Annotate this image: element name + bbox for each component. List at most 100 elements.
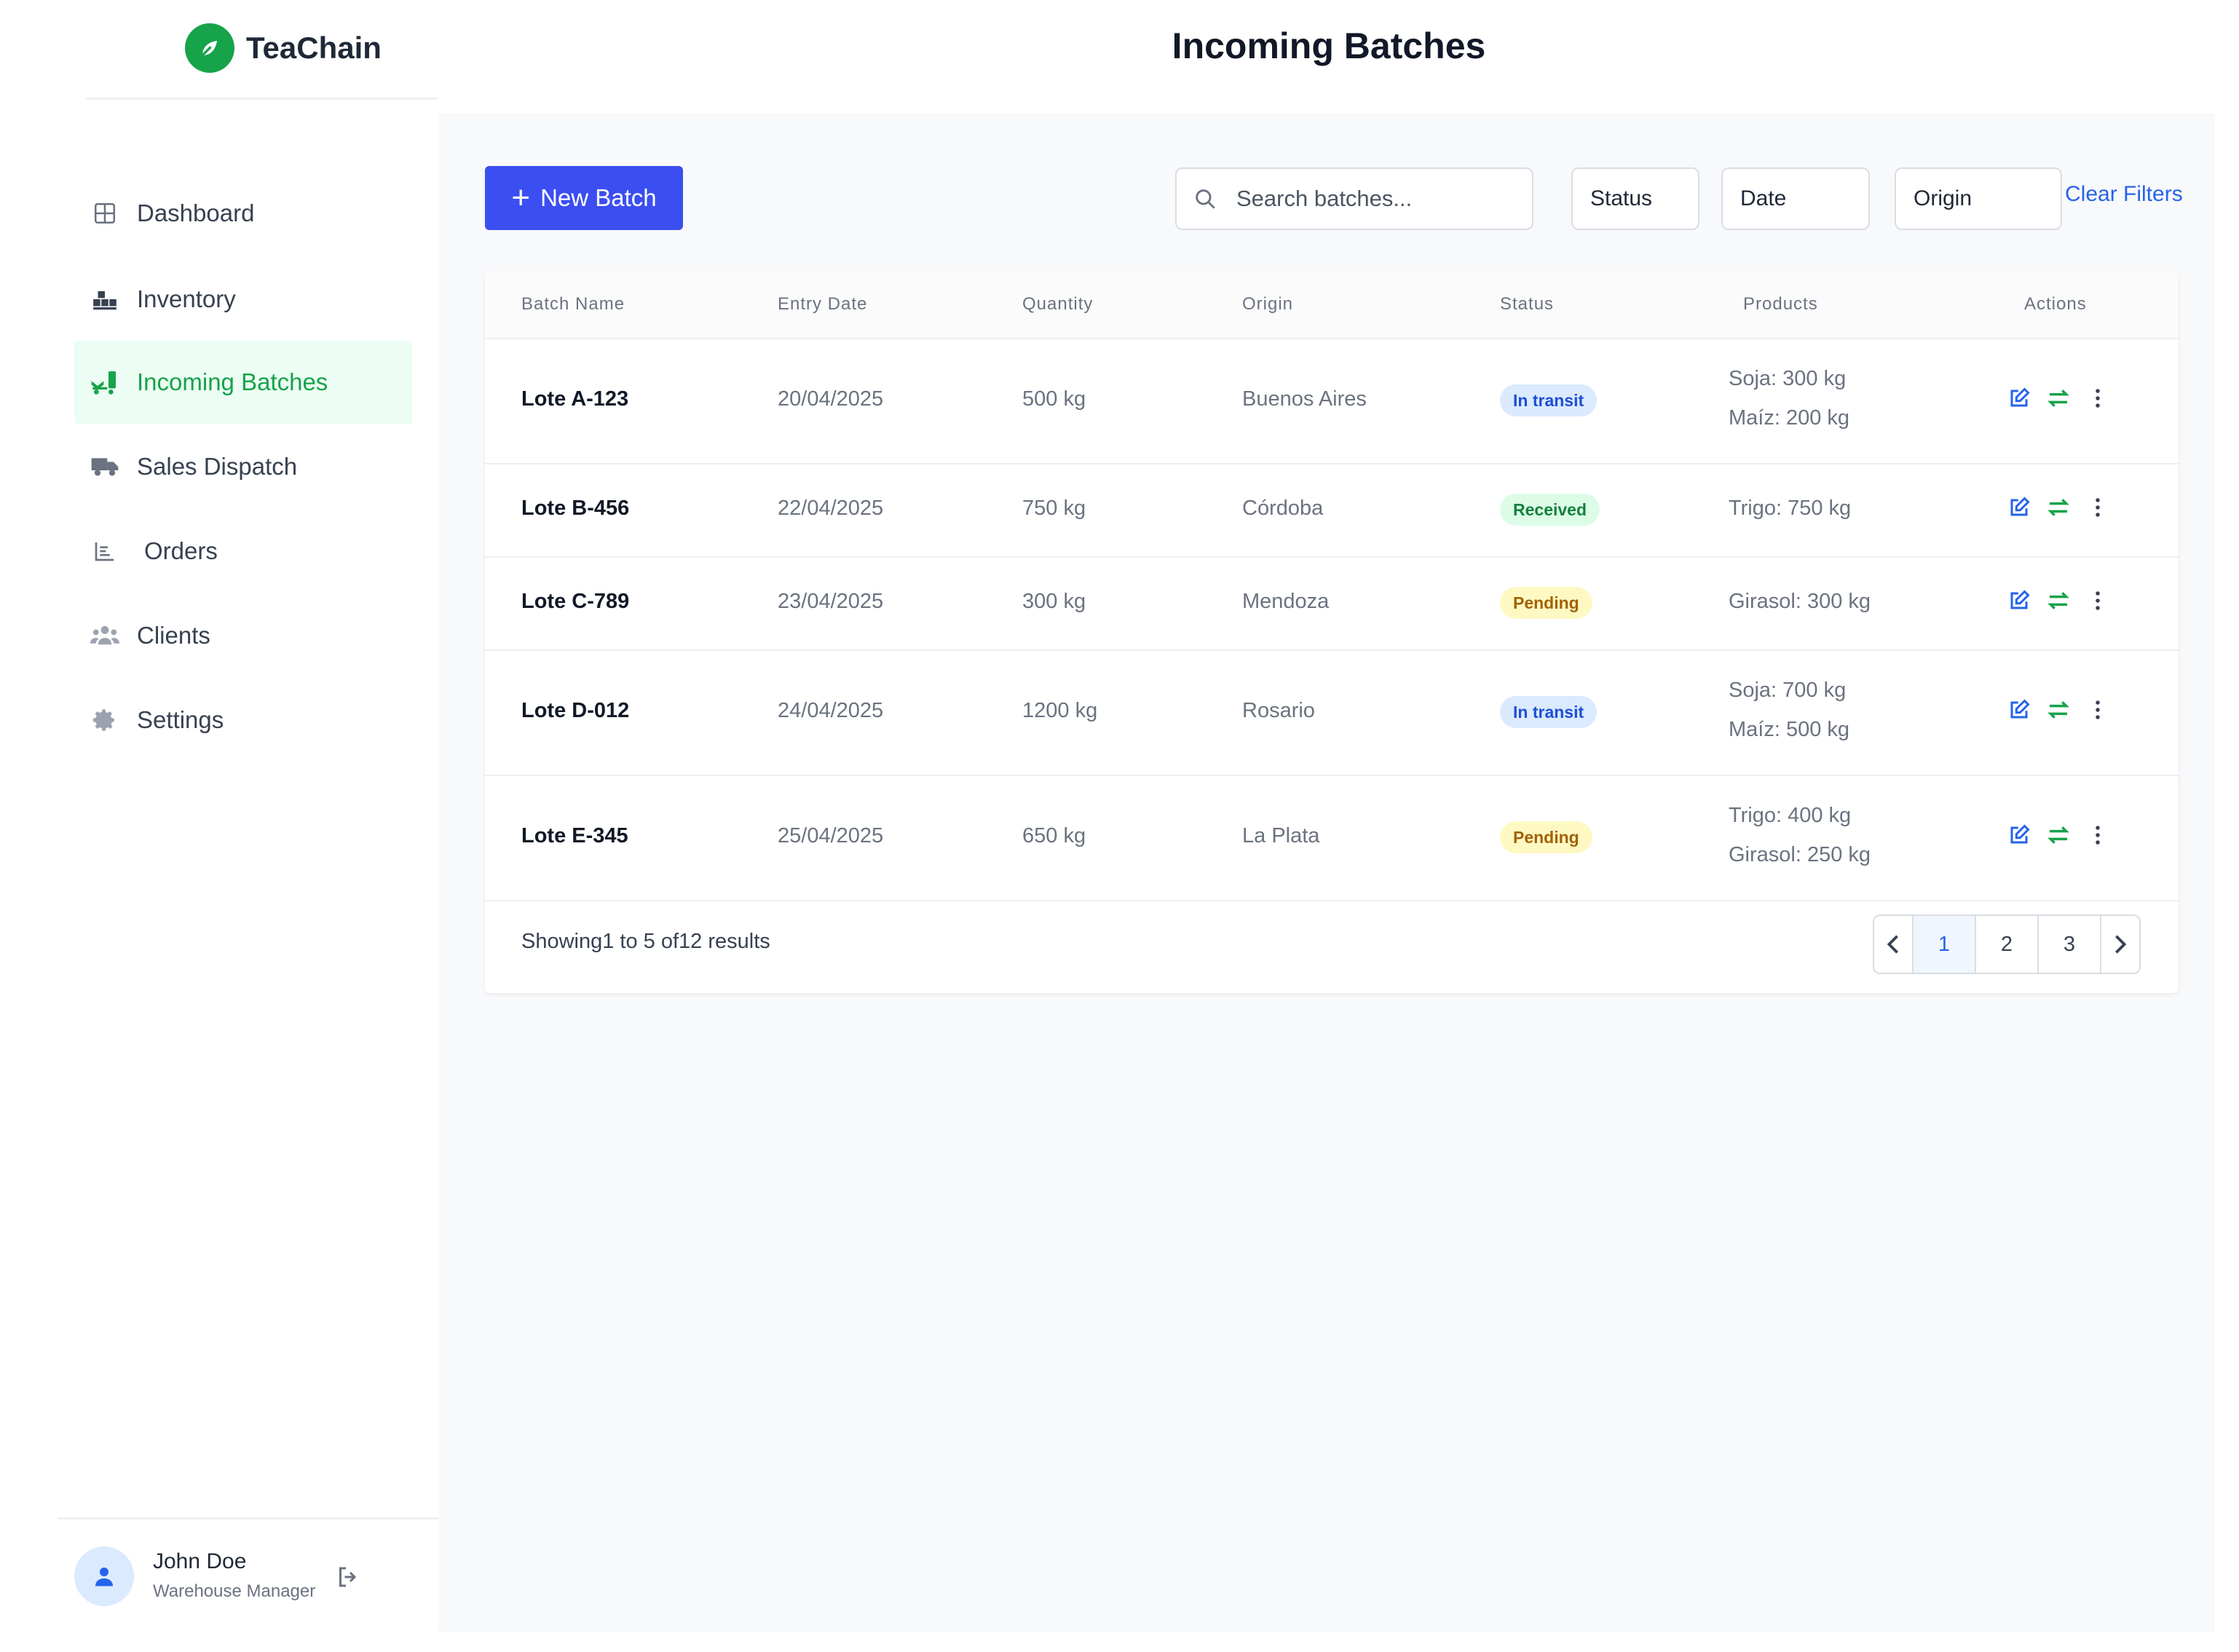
product-line: Trigo: 400 kg bbox=[1729, 804, 1852, 827]
quantity: 300 kg bbox=[1022, 590, 1086, 613]
user-role: Warehouse Manager bbox=[153, 1581, 316, 1601]
logout-icon[interactable] bbox=[335, 1564, 364, 1593]
origin: Buenos Aires bbox=[1242, 387, 1367, 411]
search-icon bbox=[1193, 186, 1217, 211]
transfer-icon[interactable] bbox=[2046, 495, 2071, 520]
edit-icon[interactable] bbox=[2007, 386, 2031, 411]
chevron-right-icon bbox=[2115, 935, 2127, 954]
table-row[interactable]: Lote B-456 22/04/2025 750 kg Córdoba Rec… bbox=[485, 463, 2179, 558]
column-header-quantity[interactable]: Quantity bbox=[1022, 294, 1094, 314]
batch-name[interactable]: Lote B-456 bbox=[521, 497, 630, 520]
edit-icon[interactable] bbox=[2007, 495, 2031, 520]
sidebar-item-clients[interactable]: Clients bbox=[74, 594, 412, 677]
product-line: Soja: 300 kg bbox=[1729, 367, 1847, 390]
transfer-icon[interactable] bbox=[2046, 823, 2071, 847]
leaf-logo-icon bbox=[185, 23, 234, 73]
sidebar-item-sales-dispatch[interactable]: Sales Dispatch bbox=[74, 425, 412, 508]
transfer-icon[interactable] bbox=[2046, 697, 2071, 722]
more-vertical-icon[interactable] bbox=[2085, 386, 2110, 411]
table-row[interactable]: Lote D-012 24/04/2025 1200 kg Rosario In… bbox=[485, 649, 2179, 776]
quantity: 1200 kg bbox=[1022, 699, 1098, 722]
search-box[interactable] bbox=[1175, 167, 1533, 230]
product-line: Maíz: 200 kg bbox=[1729, 406, 1850, 430]
table-row[interactable]: Lote E-345 25/04/2025 650 kg La Plata Pe… bbox=[485, 775, 2179, 901]
batches-table: Batch Name Entry Date Quantity Origin St… bbox=[485, 271, 2179, 993]
product-line: Girasol: 250 kg bbox=[1729, 843, 1871, 866]
table-header: Batch Name Entry Date Quantity Origin St… bbox=[485, 271, 2179, 339]
transfer-icon[interactable] bbox=[2046, 588, 2071, 613]
origin: Córdoba bbox=[1242, 497, 1324, 520]
more-vertical-icon[interactable] bbox=[2085, 823, 2110, 847]
page-button[interactable]: 2 bbox=[1976, 916, 2039, 973]
avatar[interactable] bbox=[74, 1546, 134, 1606]
row-actions bbox=[2007, 697, 2125, 722]
clear-filters-link[interactable]: Clear Filters bbox=[2065, 182, 2183, 206]
brand-divider bbox=[86, 98, 438, 100]
batch-name[interactable]: Lote E-345 bbox=[521, 824, 628, 847]
sidebar-item-label: Incoming Batches bbox=[137, 368, 328, 395]
boxes-icon bbox=[90, 285, 119, 314]
table-row[interactable]: Lote A-123 20/04/2025 500 kg Buenos Aire… bbox=[485, 338, 2179, 465]
prev-page-button[interactable] bbox=[1874, 916, 1914, 973]
row-actions bbox=[2007, 495, 2125, 520]
quantity: 650 kg bbox=[1022, 824, 1086, 847]
edit-icon[interactable] bbox=[2007, 588, 2031, 613]
more-vertical-icon[interactable] bbox=[2085, 495, 2110, 520]
entry-date: 23/04/2025 bbox=[778, 590, 884, 613]
app-name: TeaChain bbox=[246, 31, 382, 65]
page-title: Incoming Batches bbox=[1172, 25, 1486, 66]
column-header-entry-date[interactable]: Entry Date bbox=[778, 294, 868, 314]
users-icon bbox=[90, 621, 119, 650]
new-batch-button[interactable]: + New Batch bbox=[485, 166, 683, 230]
status-filter[interactable]: Status bbox=[1571, 167, 1699, 230]
sidebar-item-settings[interactable]: Settings bbox=[74, 679, 412, 762]
entry-date: 25/04/2025 bbox=[778, 824, 884, 847]
edit-icon[interactable] bbox=[2007, 823, 2031, 847]
entry-date: 22/04/2025 bbox=[778, 497, 884, 520]
sidebar-item-incoming-batches[interactable]: Incoming Batches bbox=[74, 341, 412, 424]
entry-date: 24/04/2025 bbox=[778, 699, 884, 722]
search-input[interactable] bbox=[1235, 185, 1515, 213]
quantity: 500 kg bbox=[1022, 387, 1086, 411]
column-header-products[interactable]: Products bbox=[1743, 294, 1818, 314]
edit-icon[interactable] bbox=[2007, 697, 2031, 722]
brand[interactable]: TeaChain bbox=[185, 20, 382, 76]
chevron-left-icon bbox=[1887, 935, 1898, 954]
status-badge: In transit bbox=[1500, 384, 1598, 416]
user-icon bbox=[95, 1568, 113, 1586]
page-button[interactable]: 1 bbox=[1914, 916, 1976, 973]
sidebar-item-label: Sales Dispatch bbox=[137, 453, 298, 480]
truck-icon bbox=[90, 452, 119, 481]
sidebar-bottom-divider bbox=[58, 1517, 438, 1519]
next-page-button[interactable] bbox=[2101, 916, 2139, 973]
column-header-status[interactable]: Status bbox=[1500, 294, 1555, 314]
date-filter[interactable]: Date bbox=[1721, 167, 1870, 230]
origin: Mendoza bbox=[1242, 590, 1330, 613]
user-name: John Doe bbox=[153, 1549, 247, 1573]
product-line: Maíz: 500 kg bbox=[1729, 718, 1850, 741]
status-badge: Received bbox=[1500, 494, 1600, 526]
sidebar-item-inventory[interactable]: Inventory bbox=[74, 258, 412, 341]
origin-filter[interactable]: Origin bbox=[1895, 167, 2062, 230]
row-actions bbox=[2007, 386, 2125, 411]
sidebar-item-label: Dashboard bbox=[137, 199, 255, 226]
batch-name[interactable]: Lote D-012 bbox=[521, 699, 630, 722]
sidebar-item-orders[interactable]: Orders bbox=[74, 510, 412, 593]
page-button[interactable]: 3 bbox=[2039, 916, 2101, 973]
transfer-icon[interactable] bbox=[2046, 386, 2071, 411]
pagination: 1 2 3 bbox=[1873, 914, 2141, 974]
origin: La Plata bbox=[1242, 824, 1320, 847]
column-header-origin[interactable]: Origin bbox=[1242, 294, 1294, 314]
origin: Rosario bbox=[1242, 699, 1315, 722]
sidebar-item-dashboard[interactable]: Dashboard bbox=[74, 172, 412, 255]
status-badge: Pending bbox=[1500, 821, 1592, 853]
status-badge: In transit bbox=[1500, 696, 1598, 728]
more-vertical-icon[interactable] bbox=[2085, 697, 2110, 722]
sidebar-item-label: Settings bbox=[137, 706, 224, 733]
batch-name[interactable]: Lote A-123 bbox=[521, 387, 629, 411]
more-vertical-icon[interactable] bbox=[2085, 588, 2110, 613]
table-row[interactable]: Lote C-789 23/04/2025 300 kg Mendoza Pen… bbox=[485, 556, 2179, 651]
batch-name[interactable]: Lote C-789 bbox=[521, 590, 630, 613]
column-header-batch-name[interactable]: Batch Name bbox=[521, 294, 625, 314]
column-header-actions: Actions bbox=[2024, 294, 2087, 314]
